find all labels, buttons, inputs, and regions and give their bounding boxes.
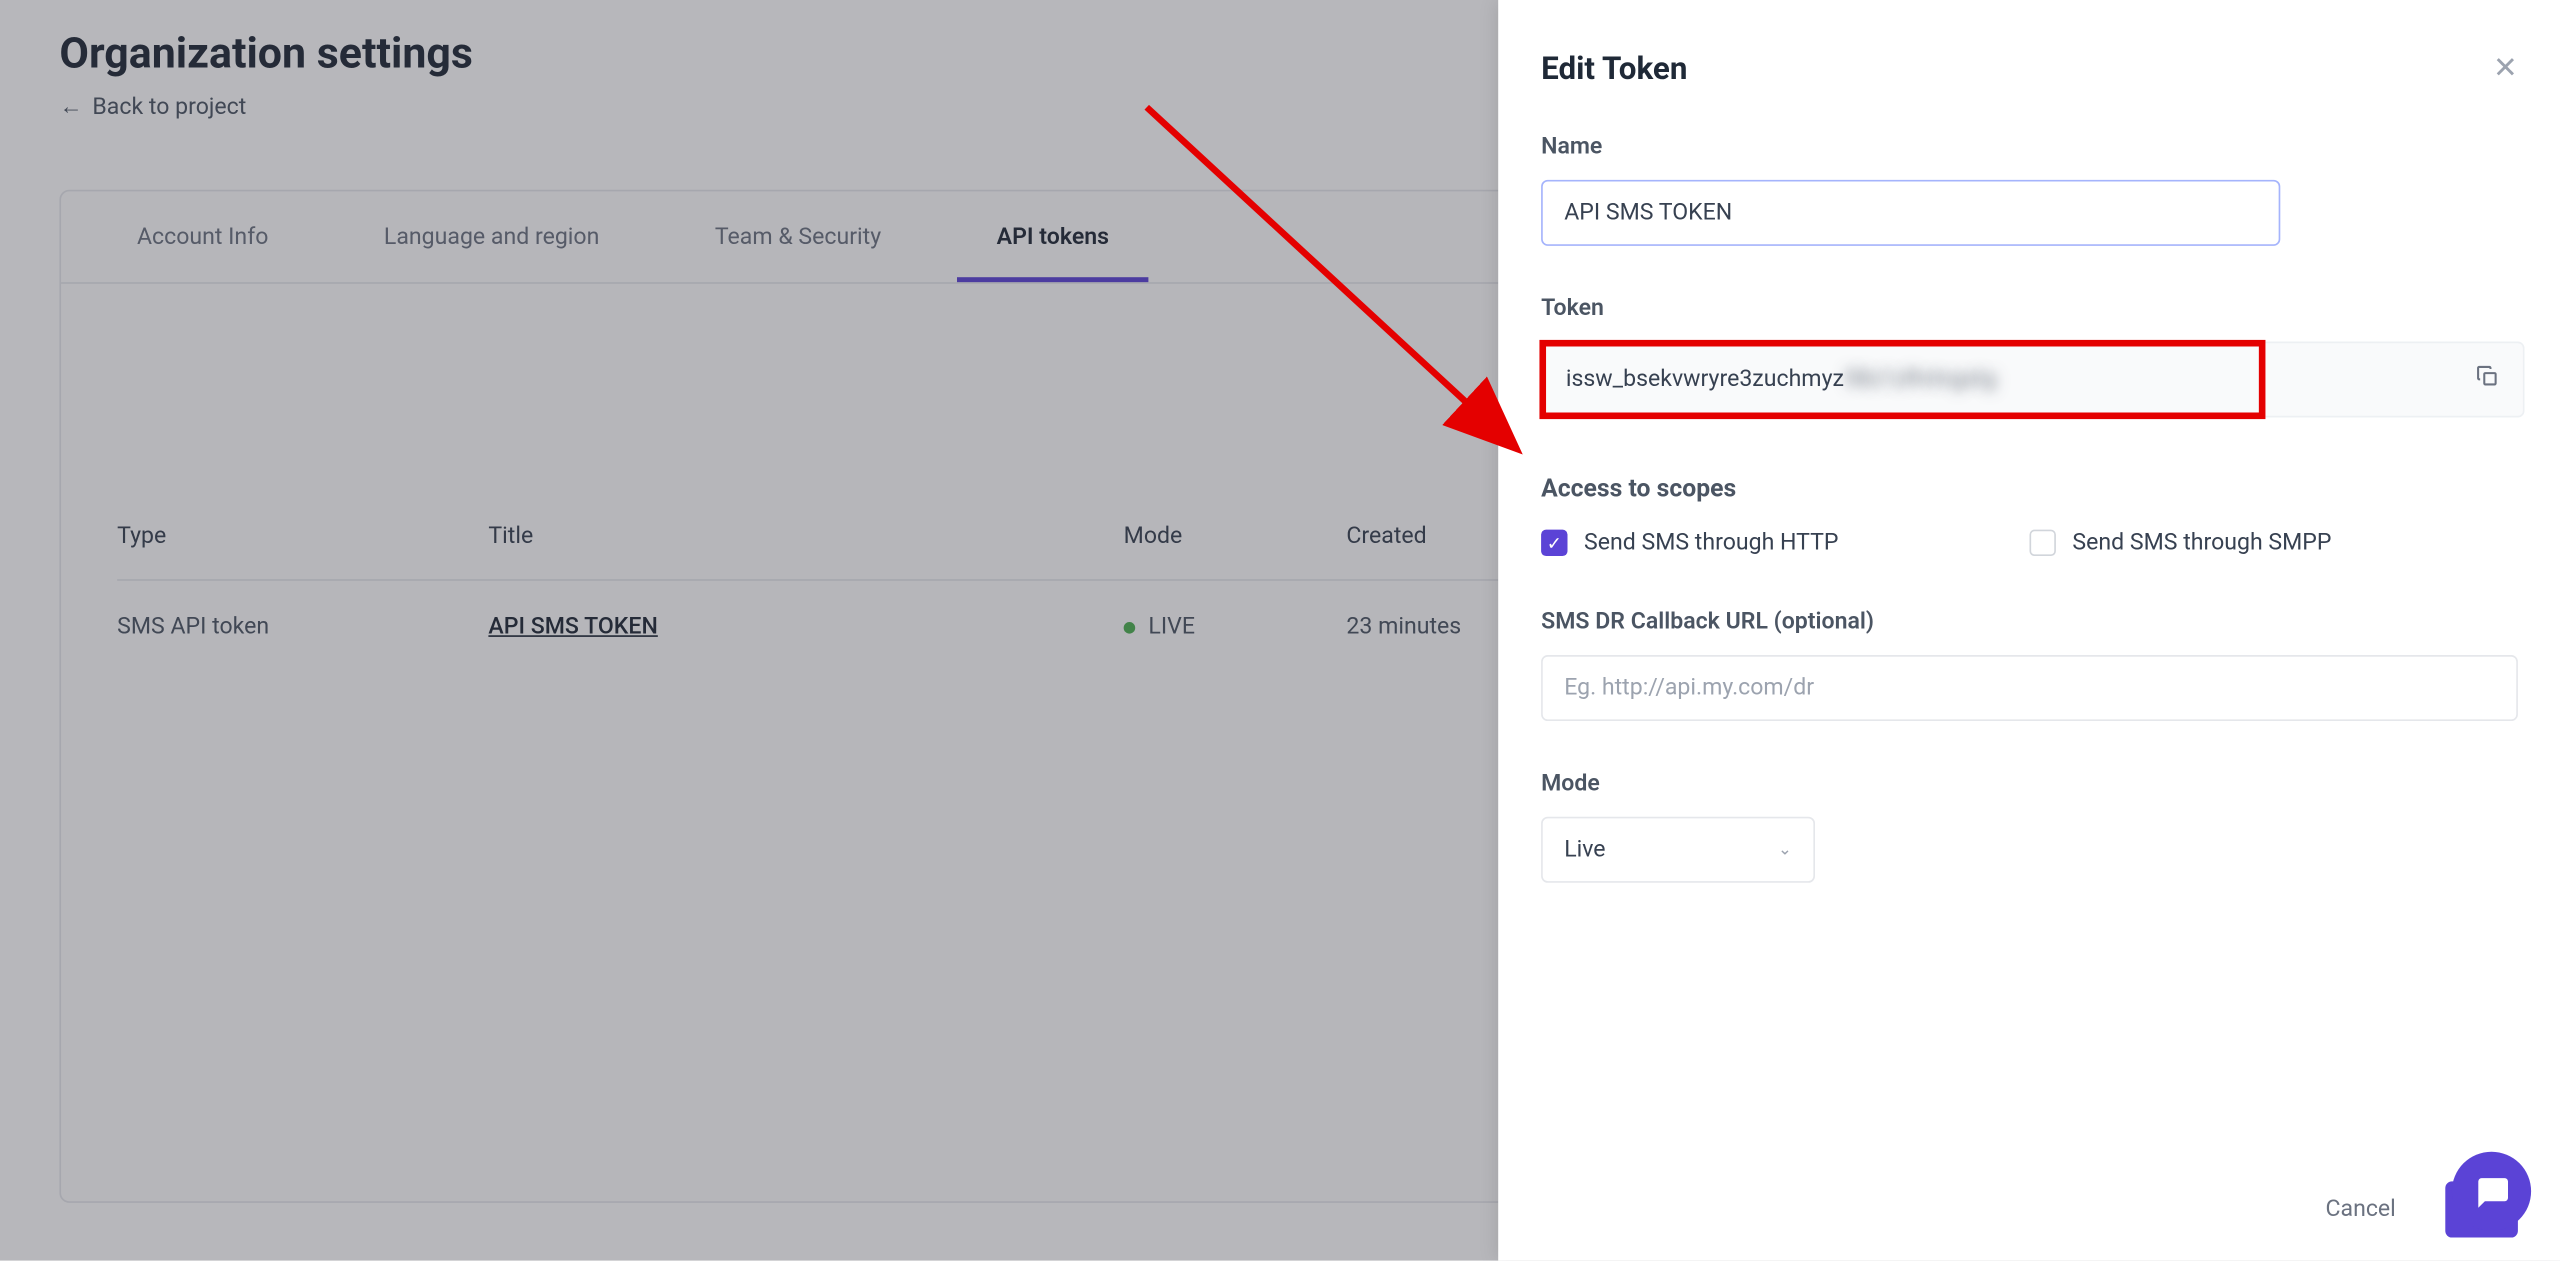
mode-select[interactable]: Live ⌄ xyxy=(1541,817,1815,883)
cancel-button[interactable]: Cancel xyxy=(2302,1181,2419,1237)
copy-icon[interactable] xyxy=(2475,364,2500,395)
token-value-blurred: 58z1zRvtngxtg xyxy=(1844,366,1997,392)
mode-label: Mode xyxy=(1541,771,2518,797)
scope-http-label: Send SMS through HTTP xyxy=(1584,530,1839,556)
scope-smpp-item[interactable]: Send SMS through SMPP xyxy=(2030,530,2518,556)
checkbox-smpp-icon[interactable] xyxy=(2030,530,2056,556)
chat-bubble-button[interactable] xyxy=(2452,1152,2531,1231)
scopes-label: Access to scopes xyxy=(1541,474,2518,504)
checkbox-http-icon[interactable]: ✓ xyxy=(1541,530,1567,556)
callback-input[interactable] xyxy=(1541,655,2518,721)
close-icon[interactable]: ✕ xyxy=(2493,54,2518,84)
name-label: Name xyxy=(1541,134,2518,160)
name-input[interactable] xyxy=(1541,180,2280,246)
token-display: issw_bsekvwryre3zuchmyz58z1zRvtngxtg xyxy=(1541,342,2524,418)
mode-value: Live xyxy=(1564,837,1605,863)
chat-icon xyxy=(2472,1172,2512,1212)
token-label: Token xyxy=(1541,295,2518,321)
scope-http-item[interactable]: ✓ Send SMS through HTTP xyxy=(1541,530,2029,556)
chevron-down-icon: ⌄ xyxy=(1778,841,1792,859)
scope-smpp-label: Send SMS through SMPP xyxy=(2072,530,2331,556)
edit-token-drawer: Edit Token ✕ Name Token issw_bsekvwryre3… xyxy=(1498,0,2560,1261)
drawer-title: Edit Token xyxy=(1541,50,1687,88)
callback-label: SMS DR Callback URL (optional) xyxy=(1541,609,2518,635)
token-value-visible: issw_bsekvwryre3zuchmyz xyxy=(1566,366,1844,392)
